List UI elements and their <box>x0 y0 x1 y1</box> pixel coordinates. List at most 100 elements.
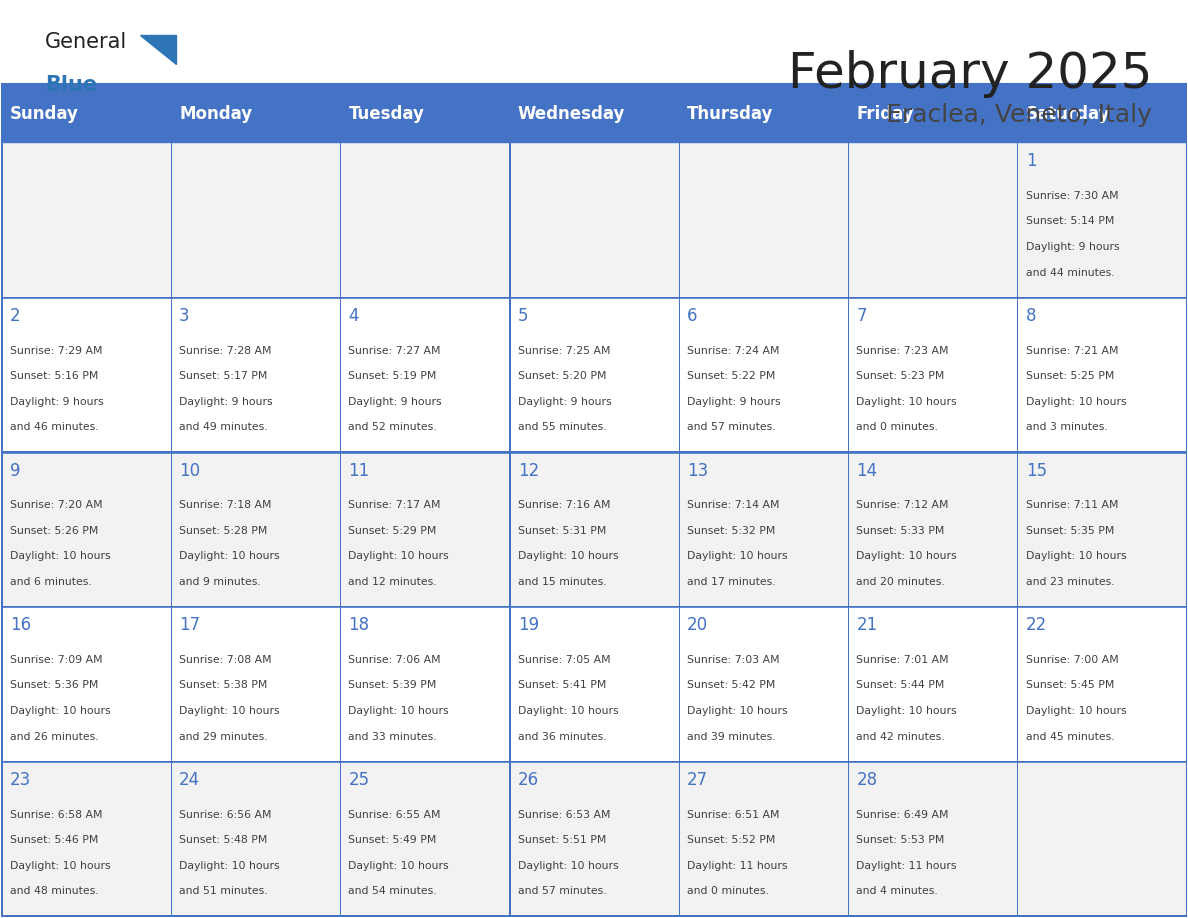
Text: and 57 minutes.: and 57 minutes. <box>518 887 606 896</box>
Text: and 57 minutes.: and 57 minutes. <box>687 422 776 432</box>
Text: Sunset: 5:48 PM: Sunset: 5:48 PM <box>179 835 267 845</box>
Bar <box>1 84 171 143</box>
Bar <box>171 143 340 298</box>
Text: and 42 minutes.: and 42 minutes. <box>857 732 946 742</box>
Bar <box>340 762 510 916</box>
Text: Daylight: 10 hours: Daylight: 10 hours <box>10 552 110 562</box>
Text: 9: 9 <box>10 462 20 480</box>
Bar <box>678 143 848 298</box>
Bar <box>1 915 1187 916</box>
Text: Sunset: 5:36 PM: Sunset: 5:36 PM <box>10 680 99 690</box>
Text: Sunrise: 6:53 AM: Sunrise: 6:53 AM <box>518 810 611 820</box>
Text: and 26 minutes.: and 26 minutes. <box>10 732 99 742</box>
Text: and 12 minutes.: and 12 minutes. <box>348 577 437 588</box>
Text: 3: 3 <box>179 308 190 325</box>
Text: and 54 minutes.: and 54 minutes. <box>348 887 437 896</box>
Text: and 52 minutes.: and 52 minutes. <box>348 422 437 432</box>
Text: 16: 16 <box>10 616 31 634</box>
Bar <box>848 143 1017 298</box>
Bar <box>1017 298 1187 453</box>
Text: Sunset: 5:19 PM: Sunset: 5:19 PM <box>348 371 437 381</box>
Bar <box>1017 608 1187 762</box>
Text: Sunrise: 7:06 AM: Sunrise: 7:06 AM <box>348 655 441 665</box>
Text: Sunrise: 7:27 AM: Sunrise: 7:27 AM <box>348 345 441 355</box>
Text: 2: 2 <box>10 308 20 325</box>
Text: 19: 19 <box>518 616 539 634</box>
Text: Sunrise: 7:09 AM: Sunrise: 7:09 AM <box>10 655 102 665</box>
Text: Sunset: 5:29 PM: Sunset: 5:29 PM <box>348 526 437 536</box>
Text: and 45 minutes.: and 45 minutes. <box>1025 732 1114 742</box>
Text: Sunrise: 7:08 AM: Sunrise: 7:08 AM <box>179 655 272 665</box>
Text: Daylight: 10 hours: Daylight: 10 hours <box>179 706 280 716</box>
Text: Sunrise: 6:55 AM: Sunrise: 6:55 AM <box>348 810 441 820</box>
Text: Sunset: 5:17 PM: Sunset: 5:17 PM <box>179 371 267 381</box>
Text: 10: 10 <box>179 462 201 480</box>
Text: 12: 12 <box>518 462 539 480</box>
Text: and 49 minutes.: and 49 minutes. <box>179 422 267 432</box>
Bar <box>1 608 171 762</box>
Text: Sunset: 5:23 PM: Sunset: 5:23 PM <box>857 371 944 381</box>
Text: and 23 minutes.: and 23 minutes. <box>1025 577 1114 588</box>
Text: Sunrise: 7:29 AM: Sunrise: 7:29 AM <box>10 345 102 355</box>
Text: Sunset: 5:25 PM: Sunset: 5:25 PM <box>1025 371 1114 381</box>
Bar <box>848 453 1017 608</box>
Text: Sunset: 5:16 PM: Sunset: 5:16 PM <box>10 371 99 381</box>
Text: Daylight: 9 hours: Daylight: 9 hours <box>687 397 781 407</box>
Text: Sunrise: 6:56 AM: Sunrise: 6:56 AM <box>179 810 272 820</box>
Text: 5: 5 <box>518 308 529 325</box>
Bar <box>510 762 678 916</box>
Text: Sunrise: 7:03 AM: Sunrise: 7:03 AM <box>687 655 779 665</box>
Bar <box>510 84 678 143</box>
Text: Sunset: 5:44 PM: Sunset: 5:44 PM <box>857 680 944 690</box>
Text: Daylight: 10 hours: Daylight: 10 hours <box>348 552 449 562</box>
Bar <box>1017 84 1187 143</box>
Text: Sunrise: 7:18 AM: Sunrise: 7:18 AM <box>179 500 272 510</box>
Text: Daylight: 9 hours: Daylight: 9 hours <box>10 397 103 407</box>
Text: Sunset: 5:53 PM: Sunset: 5:53 PM <box>857 835 944 845</box>
Text: Daylight: 10 hours: Daylight: 10 hours <box>348 861 449 871</box>
Text: Sunset: 5:35 PM: Sunset: 5:35 PM <box>1025 526 1114 536</box>
Text: and 29 minutes.: and 29 minutes. <box>179 732 267 742</box>
Bar <box>510 608 678 762</box>
Text: Daylight: 10 hours: Daylight: 10 hours <box>1025 397 1126 407</box>
Text: 17: 17 <box>179 616 201 634</box>
Text: Daylight: 9 hours: Daylight: 9 hours <box>518 397 612 407</box>
Text: 8: 8 <box>1025 308 1036 325</box>
Text: Daylight: 10 hours: Daylight: 10 hours <box>518 706 619 716</box>
Text: Friday: Friday <box>857 105 914 122</box>
Text: Sunrise: 7:23 AM: Sunrise: 7:23 AM <box>857 345 949 355</box>
Bar <box>848 762 1017 916</box>
Text: 18: 18 <box>348 616 369 634</box>
Text: and 55 minutes.: and 55 minutes. <box>518 422 606 432</box>
Text: Daylight: 9 hours: Daylight: 9 hours <box>348 397 442 407</box>
Bar <box>848 608 1017 762</box>
Text: Wednesday: Wednesday <box>518 105 625 122</box>
Text: Sunset: 5:33 PM: Sunset: 5:33 PM <box>857 526 944 536</box>
Text: Sunrise: 6:58 AM: Sunrise: 6:58 AM <box>10 810 102 820</box>
Bar <box>678 762 848 916</box>
Bar <box>171 298 340 453</box>
Text: and 51 minutes.: and 51 minutes. <box>179 887 267 896</box>
Text: Sunrise: 7:00 AM: Sunrise: 7:00 AM <box>1025 655 1119 665</box>
Text: 11: 11 <box>348 462 369 480</box>
Text: Daylight: 10 hours: Daylight: 10 hours <box>348 706 449 716</box>
Text: Sunset: 5:42 PM: Sunset: 5:42 PM <box>687 680 776 690</box>
Text: Sunrise: 7:24 AM: Sunrise: 7:24 AM <box>687 345 779 355</box>
Bar <box>171 453 340 608</box>
Text: Sunrise: 6:49 AM: Sunrise: 6:49 AM <box>857 810 949 820</box>
Bar <box>1 761 1187 762</box>
Text: Daylight: 10 hours: Daylight: 10 hours <box>10 861 110 871</box>
Bar <box>340 143 510 298</box>
Text: Monday: Monday <box>179 105 252 122</box>
Bar <box>678 84 848 143</box>
Bar <box>678 453 848 608</box>
Text: General: General <box>45 32 127 52</box>
Text: and 39 minutes.: and 39 minutes. <box>687 732 776 742</box>
Text: Daylight: 10 hours: Daylight: 10 hours <box>1025 552 1126 562</box>
Bar <box>1 762 171 916</box>
Bar <box>171 762 340 916</box>
Bar <box>1 452 1187 453</box>
Bar <box>1017 453 1187 608</box>
Bar <box>678 298 848 453</box>
Text: and 17 minutes.: and 17 minutes. <box>687 577 776 588</box>
